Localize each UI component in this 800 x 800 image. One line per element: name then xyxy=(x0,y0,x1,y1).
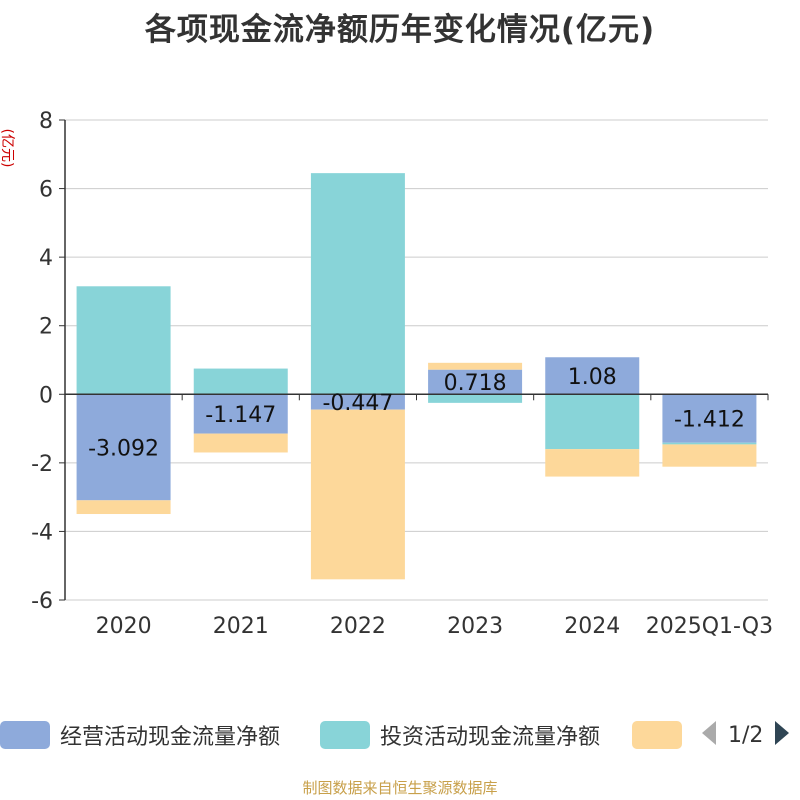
chart-title: 各项现金流净额历年变化情况(亿元) xyxy=(144,12,656,48)
legend-pager: 1/2 xyxy=(700,713,791,757)
bar-series2-2025Q1-Q3[interactable] xyxy=(662,442,757,445)
bar-series3-2024[interactable] xyxy=(545,449,640,477)
legend-next-page-icon[interactable] xyxy=(773,719,791,751)
data-label: -1.147 xyxy=(205,403,276,428)
data-source-footer: 制图数据来自恒生聚源数据库 xyxy=(302,779,498,797)
y-tick-label: 0 xyxy=(39,383,53,408)
bar-series3-2021[interactable] xyxy=(193,433,288,453)
bar-series1-2025Q1-Q3[interactable] xyxy=(662,394,757,443)
bar-series1-2022[interactable] xyxy=(310,394,405,410)
bar-series1-2024[interactable] xyxy=(545,357,640,395)
legend-item-investing[interactable]: 投资活动现金流量净额 xyxy=(320,713,600,757)
x-tick-label: 2025Q1-Q3 xyxy=(646,614,773,639)
y-tick-label: 8 xyxy=(39,109,53,134)
y-tick-label: -6 xyxy=(31,589,53,614)
data-label: -0.447 xyxy=(322,391,393,416)
bar-series3-2022[interactable] xyxy=(310,409,405,580)
bar-series3-2023[interactable] xyxy=(428,362,523,370)
y-tick-label: -4 xyxy=(31,520,53,545)
y-tick-label: 2 xyxy=(39,315,53,340)
bar-series2-2024[interactable] xyxy=(545,394,640,450)
legend-item-financing[interactable] xyxy=(632,713,692,757)
y-tick-label: -2 xyxy=(31,452,53,477)
legend-swatch-financing xyxy=(632,721,682,749)
bar-series3-2020[interactable] xyxy=(76,500,171,515)
x-tick-label: 2021 xyxy=(213,614,269,639)
bar-series2-2020[interactable] xyxy=(76,286,171,395)
legend: 经营活动现金流量净额 投资活动现金流量净额 1/2 xyxy=(0,713,800,757)
legend-item-operating[interactable]: 经营活动现金流量净额 xyxy=(0,713,280,757)
bar-series3-2025Q1-Q3[interactable] xyxy=(662,444,757,467)
x-tick-label: 2020 xyxy=(96,614,152,639)
legend-prev-page-icon[interactable] xyxy=(700,719,718,751)
legend-swatch-investing xyxy=(320,721,370,749)
bar-series1-2021[interactable] xyxy=(193,394,288,434)
legend-label-operating: 经营活动现金流量净额 xyxy=(60,725,281,750)
bar-series2-2022[interactable] xyxy=(310,173,405,395)
y-axis-title: (亿元) xyxy=(0,129,15,168)
bar-series1-2020[interactable] xyxy=(76,394,171,501)
x-tick-label: 2022 xyxy=(330,614,386,639)
legend-page-indicator: 1/2 xyxy=(728,722,764,748)
bar-series1-2023[interactable] xyxy=(428,369,523,395)
y-tick-label: 4 xyxy=(39,246,53,271)
x-tick-label: 2024 xyxy=(564,614,620,639)
y-tick-label: 6 xyxy=(39,178,53,203)
data-label: -1.412 xyxy=(674,407,745,432)
bar-series2-2023[interactable] xyxy=(428,394,523,403)
bar-series2-2021[interactable] xyxy=(193,368,288,395)
legend-swatch-operating xyxy=(0,721,50,749)
data-label: 1.08 xyxy=(568,365,617,390)
data-label: -3.092 xyxy=(88,436,159,461)
x-tick-label: 2023 xyxy=(447,614,503,639)
data-label: 0.718 xyxy=(444,371,507,396)
legend-label-investing: 投资活动现金流量净额 xyxy=(380,725,601,750)
